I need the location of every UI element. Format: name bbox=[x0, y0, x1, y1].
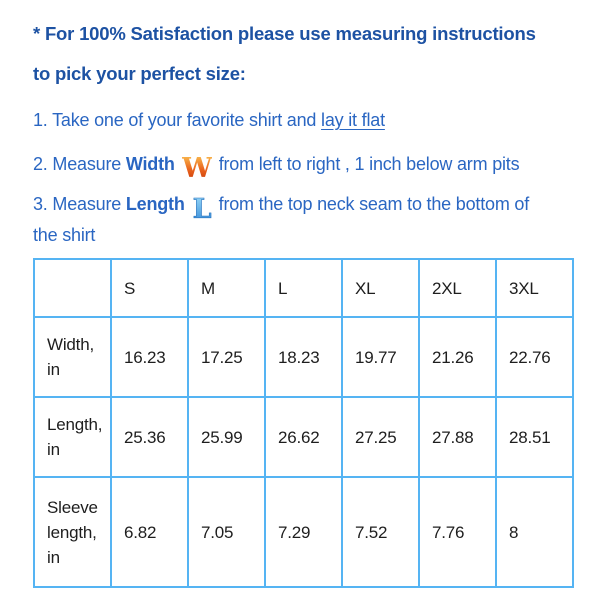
col-header-3xl: 3XL bbox=[495, 258, 574, 319]
svg-text:L: L bbox=[192, 194, 211, 223]
col-header-l: L bbox=[264, 258, 343, 319]
length-cell-xl: 27.25 bbox=[341, 396, 420, 479]
corner-empty-cell bbox=[33, 258, 112, 319]
intro-heading-line1: * For 100% Satisfaction please use measu… bbox=[33, 23, 536, 44]
col-header-s: S bbox=[110, 258, 189, 319]
length-cell-l: 26.62 bbox=[264, 396, 343, 479]
sleeve-cell-m: 7.05 bbox=[187, 476, 266, 589]
row-label-length: Length, in bbox=[33, 396, 112, 479]
sleeve-cell-xl: 7.52 bbox=[341, 476, 420, 589]
step-3-line1: 3. Measure Length L from the top neck se… bbox=[33, 189, 592, 226]
svg-text:W: W bbox=[182, 153, 212, 183]
step-2-line: 2. Measure Width W from left to right , … bbox=[33, 146, 592, 184]
step-2-prefix: 2. Measure bbox=[33, 154, 126, 174]
col-header-m: M bbox=[187, 258, 266, 319]
step-3-measure-length: 3. Measure Length L from the top neck se… bbox=[33, 189, 592, 251]
row-label-width: Width, in bbox=[33, 316, 112, 399]
width-cell-2xl: 21.26 bbox=[418, 316, 497, 399]
length-cell-s: 25.36 bbox=[110, 396, 189, 479]
col-header-xl: XL bbox=[341, 258, 420, 319]
step-3-suffix-line1: from the top neck seam to the bottom of bbox=[218, 194, 530, 214]
length-cell-2xl: 27.88 bbox=[418, 396, 497, 479]
step-1-text: 1. Take one of your favorite shirt and bbox=[33, 110, 322, 130]
sleeve-cell-2xl: 7.76 bbox=[418, 476, 497, 589]
step-3-suffix-line2: the shirt bbox=[33, 225, 96, 246]
col-header-2xl: 2XL bbox=[418, 258, 497, 319]
lay-it-flat-underlined-text: lay it flat bbox=[321, 110, 385, 130]
table-row-sleeve-length: Sleeve length, in 6.82 7.05 7.29 7.52 7.… bbox=[33, 476, 574, 589]
length-cell-m: 25.99 bbox=[187, 396, 266, 479]
intro-heading: * For 100% Satisfaction please use measu… bbox=[33, 14, 592, 94]
width-bold-label: Width bbox=[125, 154, 175, 174]
step-3-prefix: 3. Measure bbox=[33, 194, 126, 214]
length-cell-3xl: 28.51 bbox=[495, 396, 574, 479]
size-table-header-row: S M L XL 2XL 3XL bbox=[33, 258, 574, 319]
width-cell-m: 17.25 bbox=[187, 316, 266, 399]
sleeve-cell-l: 7.29 bbox=[264, 476, 343, 589]
w-letter-icon: W bbox=[181, 153, 213, 184]
table-row-length: Length, in 25.36 25.99 26.62 27.25 27.88… bbox=[33, 396, 574, 479]
width-cell-l: 18.23 bbox=[264, 316, 343, 399]
step-1-lay-flat: 1. Take one of your favorite shirt and l… bbox=[33, 109, 592, 131]
width-cell-s: 16.23 bbox=[110, 316, 189, 399]
width-cell-3xl: 22.76 bbox=[495, 316, 574, 399]
width-cell-xl: 19.77 bbox=[341, 316, 420, 399]
step-2-suffix: from left to right , 1 inch below arm pi… bbox=[218, 154, 520, 174]
row-label-sleeve-length: Sleeve length, in bbox=[33, 476, 112, 589]
size-chart-table: S M L XL 2XL 3XL Width, in 16.23 17.25 1… bbox=[33, 258, 574, 589]
length-bold-label: Length bbox=[125, 194, 185, 214]
intro-heading-line2: to pick your perfect size: bbox=[33, 63, 246, 84]
sleeve-cell-3xl: 8 bbox=[495, 476, 574, 589]
l-letter-icon: L bbox=[192, 194, 212, 226]
sleeve-cell-s: 6.82 bbox=[110, 476, 189, 589]
table-row-width: Width, in 16.23 17.25 18.23 19.77 21.26 … bbox=[33, 316, 574, 399]
step-2-measure-width: 2. Measure Width W from left to right , … bbox=[33, 146, 592, 184]
step-1-line: 1. Take one of your favorite shirt and l… bbox=[33, 109, 592, 131]
